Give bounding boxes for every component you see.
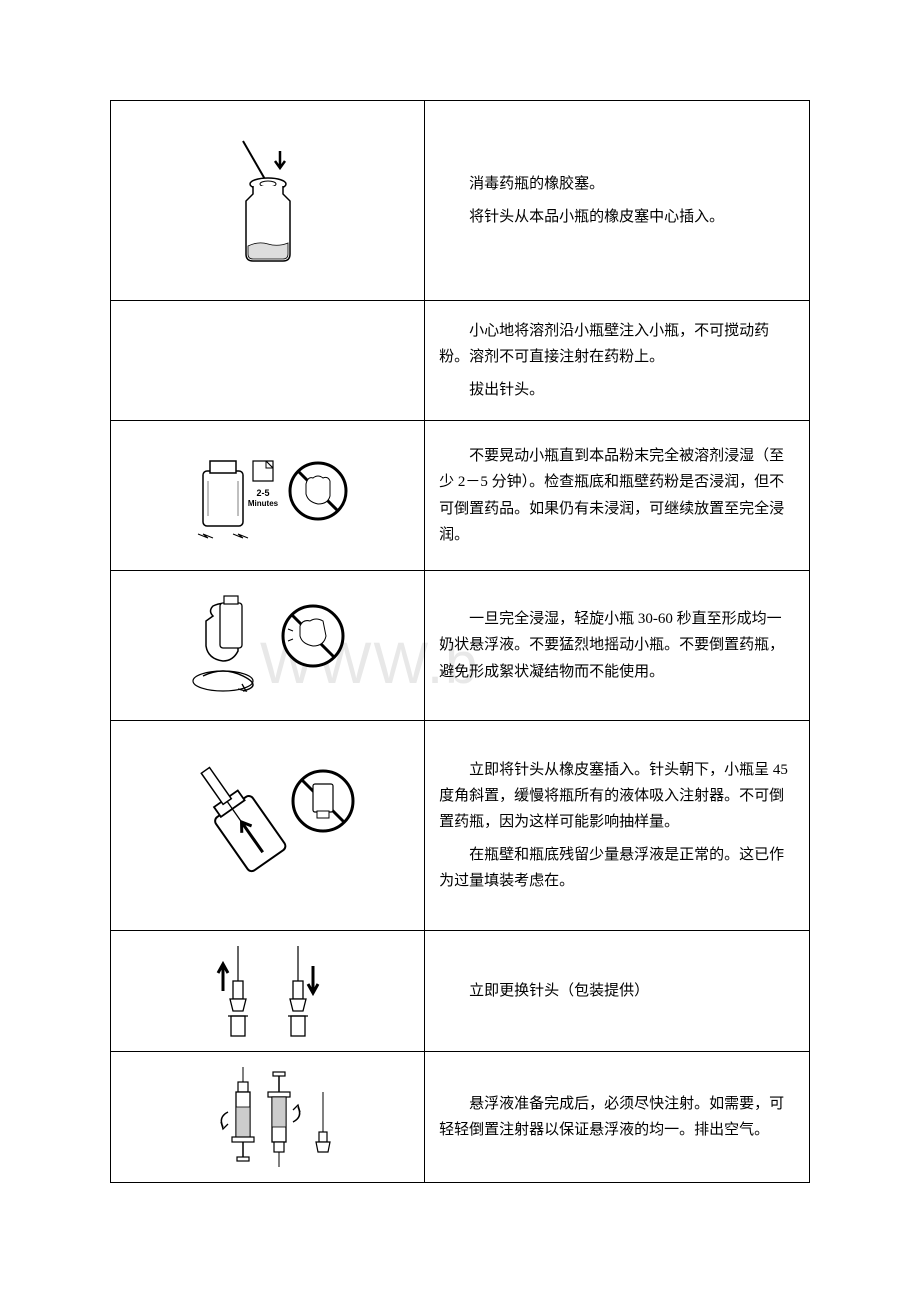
table-row: 一旦完全浸湿，轻旋小瓶 30-60 秒直至形成均一奶状悬浮液。不要猛烈地摇动小瓶… — [111, 571, 809, 721]
instruction-text: 一旦完全浸湿，轻旋小瓶 30-60 秒直至形成均一奶状悬浮液。不要猛烈地摇动小瓶… — [439, 606, 795, 685]
instruction-text: 小心地将溶剂沿小瓶壁注入小瓶，不可搅动药粉。溶剂不可直接注射在药粉上。 — [439, 318, 795, 371]
text-cell: 立即将针头从橡皮塞插入。针头朝下，小瓶呈 45 度角斜置，缓慢将瓶所有的液体吸入… — [425, 721, 809, 930]
instruction-text: 立即更换针头（包装提供） — [439, 978, 795, 1004]
svg-text:Minutes: Minutes — [247, 499, 278, 508]
document-page: 消毒药瓶的橡胶塞。 将针头从本品小瓶的橡皮塞中心插入。 小心地将溶剂沿小瓶壁注入… — [0, 0, 920, 1243]
instruction-text: 在瓶壁和瓶底残留少量悬浮液是正常的。这已作为过量填装考虑在。 — [439, 842, 795, 895]
wait-icon: 2-5 Minutes — [178, 446, 358, 546]
text-cell: 小心地将溶剂沿小瓶壁注入小瓶，不可搅动药粉。溶剂不可直接注射在药粉上。 拔出针头… — [425, 301, 809, 420]
table-row: 消毒药瓶的橡胶塞。 将针头从本品小瓶的橡皮塞中心插入。 — [111, 101, 809, 301]
illustration-cell — [111, 101, 425, 300]
text-cell: 立即更换针头（包装提供） — [425, 931, 809, 1051]
instruction-text: 拔出针头。 — [439, 377, 795, 403]
text-cell: 一旦完全浸湿，轻旋小瓶 30-60 秒直至形成均一奶状悬浮液。不要猛烈地摇动小瓶… — [425, 571, 809, 720]
instruction-text: 立即将针头从橡皮塞插入。针头朝下，小瓶呈 45 度角斜置，缓慢将瓶所有的液体吸入… — [439, 757, 795, 836]
instruction-text: 将针头从本品小瓶的橡皮塞中心插入。 — [439, 204, 795, 230]
table-row: 2-5 Minutes 不要晃动小瓶直到本品粉末完全被溶剂浸湿（至少 2－5 分… — [111, 421, 809, 571]
swirl-icon — [178, 591, 358, 701]
instruction-table: 消毒药瓶的橡胶塞。 将针头从本品小瓶的橡皮塞中心插入。 小心地将溶剂沿小瓶壁注入… — [110, 100, 810, 1183]
illustration-cell — [111, 931, 425, 1051]
text-cell: 不要晃动小瓶直到本品粉末完全被溶剂浸湿（至少 2－5 分钟）。检查瓶底和瓶壁药粉… — [425, 421, 809, 570]
table-row: 悬浮液准备完成后，必须尽快注射。如需要，可轻轻倒置注射器以保证悬浮液的均一。排出… — [111, 1052, 809, 1182]
illustration-cell — [111, 571, 425, 720]
instruction-text: 不要晃动小瓶直到本品粉末完全被溶剂浸湿（至少 2－5 分钟）。检查瓶底和瓶壁药粉… — [439, 443, 795, 548]
withdraw-icon — [168, 746, 368, 906]
table-row: 小心地将溶剂沿小瓶壁注入小瓶，不可搅动药粉。溶剂不可直接注射在药粉上。 拔出针头… — [111, 301, 809, 421]
table-row: 立即将针头从橡皮塞插入。针头朝下，小瓶呈 45 度角斜置，缓慢将瓶所有的液体吸入… — [111, 721, 809, 931]
instruction-text: 消毒药瓶的橡胶塞。 — [439, 171, 795, 197]
invert-icon — [188, 1062, 348, 1172]
text-cell: 悬浮液准备完成后，必须尽快注射。如需要，可轻轻倒置注射器以保证悬浮液的均一。排出… — [425, 1052, 809, 1182]
illustration-cell: 2-5 Minutes — [111, 421, 425, 570]
table-row: 立即更换针头（包装提供） — [111, 931, 809, 1052]
text-cell: 消毒药瓶的橡胶塞。 将针头从本品小瓶的橡皮塞中心插入。 — [425, 101, 809, 300]
vial-needle-icon — [208, 136, 328, 266]
illustration-cell — [111, 301, 425, 420]
instruction-text: 悬浮液准备完成后，必须尽快注射。如需要，可轻轻倒置注射器以保证悬浮液的均一。排出… — [439, 1091, 795, 1144]
illustration-cell — [111, 1052, 425, 1182]
change-needle-icon — [188, 941, 348, 1041]
svg-text:2-5: 2-5 — [256, 488, 269, 498]
illustration-cell — [111, 721, 425, 930]
